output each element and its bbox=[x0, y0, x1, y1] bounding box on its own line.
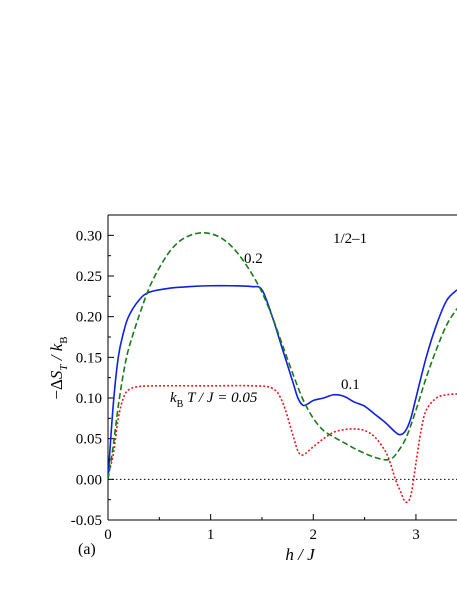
y-tick-label: 0.15 bbox=[76, 350, 102, 366]
y-tick-label: 0.00 bbox=[76, 472, 102, 488]
x-tick-label: 3 bbox=[412, 527, 420, 543]
system-annotation: 1/2–1 bbox=[333, 231, 367, 247]
x-tick-label: 0 bbox=[104, 527, 112, 543]
panel-label: (a) bbox=[78, 541, 96, 558]
y-tick-label: 0.30 bbox=[76, 228, 102, 244]
series-label-0-1: 0.1 bbox=[341, 377, 360, 393]
x-tick-label: 2 bbox=[310, 527, 318, 543]
series-group bbox=[108, 231, 457, 504]
y-tick-label: 0.20 bbox=[76, 310, 102, 326]
y-tick-label: 0.25 bbox=[76, 269, 102, 285]
series-line-0-1 bbox=[108, 284, 457, 480]
x-tick-label: 1 bbox=[207, 527, 215, 543]
ticks-group: 0 1 2 3 -0.05 0.00 0.05 0.10 0.15 0.20 0.25 0.30 bbox=[71, 228, 420, 543]
series-line-0-2 bbox=[108, 231, 457, 480]
series-line-0-05 bbox=[108, 384, 457, 504]
series-label-0-05: kB T / J = 0.05 bbox=[170, 390, 258, 410]
y-tick-label: 0.05 bbox=[76, 432, 102, 448]
x-axis-title: h / J bbox=[285, 545, 316, 564]
y-tick-label: 0.10 bbox=[76, 391, 102, 407]
y-axis-title: −ΔST / kB bbox=[47, 336, 70, 399]
series-label-0-2: 0.2 bbox=[244, 251, 263, 267]
svg-text:−ΔST / kB: −ΔST / kB bbox=[47, 336, 70, 399]
y-tick-label: -0.05 bbox=[71, 513, 102, 529]
